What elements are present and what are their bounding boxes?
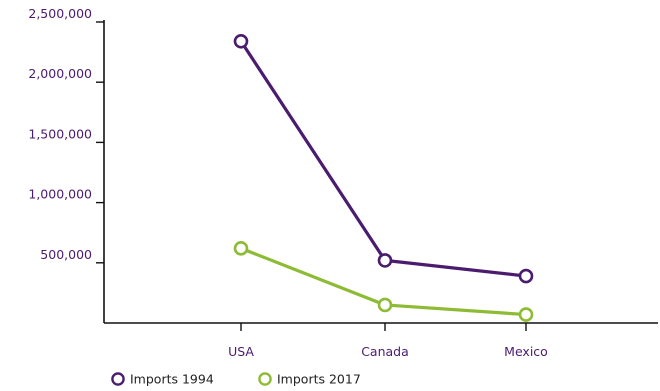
data-point — [233, 33, 249, 49]
legend: Imports 1994 Imports 2017 — [111, 372, 361, 387]
y-tick-label: 2,500,000 — [28, 6, 92, 21]
y-tick-label: 1,500,000 — [28, 126, 92, 141]
y-tick-label: 2,000,000 — [28, 66, 92, 81]
y-tick-label: 500,000 — [40, 247, 92, 262]
y-axis-ticks: 500,000 1,000,000 1,500,000 2,000,000 2,500,… — [28, 6, 104, 264]
x-axis-ticks: USA Canada Mexico — [228, 323, 548, 359]
data-point — [377, 297, 393, 313]
series-2 — [233, 241, 534, 322]
legend-label: Imports 1994 — [130, 372, 214, 387]
x-tick-label: USA — [228, 344, 254, 359]
legend-marker — [111, 372, 125, 386]
legend-item: Imports 1994 — [111, 372, 214, 387]
data-point — [518, 307, 534, 322]
y-tick-label: 1,000,000 — [28, 187, 92, 202]
series-1 — [233, 33, 534, 284]
legend-marker — [258, 372, 272, 386]
data-point — [518, 268, 534, 284]
axes — [103, 20, 658, 324]
legend-label: Imports 2017 — [277, 372, 361, 387]
data-point — [377, 253, 393, 268]
series-lines — [233, 33, 534, 322]
x-tick-label: Mexico — [504, 344, 548, 359]
series-line — [239, 39, 528, 278]
x-tick-label: Canada — [361, 344, 409, 359]
data-point — [233, 241, 249, 256]
legend-item: Imports 2017 — [258, 372, 361, 387]
